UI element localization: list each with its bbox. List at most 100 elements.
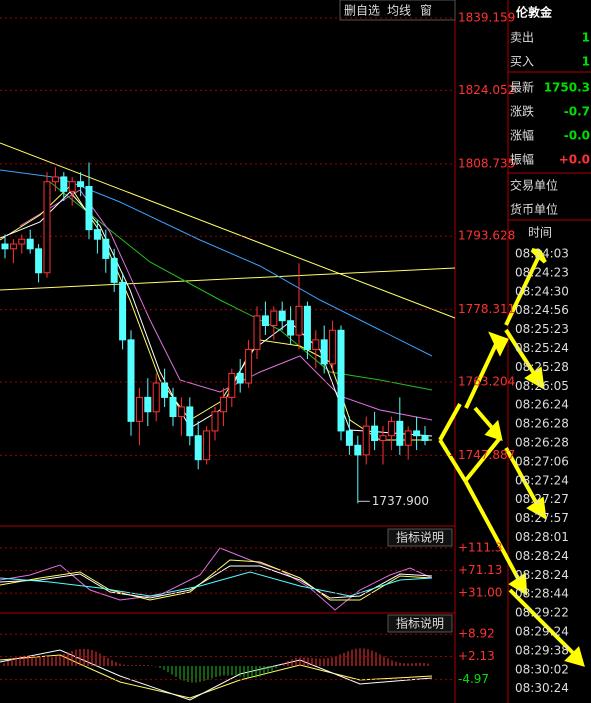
indicator-button-box bbox=[387, 528, 453, 547]
candle-body bbox=[186, 406, 194, 437]
candle-body bbox=[295, 305, 303, 336]
indicator-line bbox=[0, 565, 433, 599]
candle-body bbox=[68, 181, 76, 192]
toolbar bbox=[339, 0, 456, 21]
time-entry: 08:24:56 bbox=[515, 303, 569, 317]
toolbar-buttons: 删自选 均线窗 bbox=[344, 4, 432, 18]
time-entry: 08:27:24 bbox=[515, 473, 569, 487]
candle-body bbox=[85, 186, 93, 231]
y-tick-label: 1824.052 bbox=[458, 83, 515, 97]
y-tick-label: 1778.311 bbox=[458, 302, 515, 316]
candle-body bbox=[303, 305, 311, 350]
candle-body bbox=[35, 248, 43, 274]
candle-body bbox=[396, 420, 404, 446]
candle-body bbox=[152, 382, 160, 413]
time-entry: 08:27:27 bbox=[515, 492, 569, 506]
candle-body bbox=[219, 396, 227, 413]
quote-value: 1 bbox=[582, 55, 590, 69]
candle-body bbox=[379, 435, 387, 442]
candle-body bbox=[135, 396, 143, 422]
time-entry: 08:29:22 bbox=[515, 606, 569, 620]
quote-label: 卖出 bbox=[510, 31, 534, 45]
quote-value: +0.0 bbox=[559, 153, 590, 167]
time-entry: 08:28:44 bbox=[515, 587, 569, 601]
time-entry: 08:27:06 bbox=[515, 454, 569, 468]
moving-average bbox=[49, 181, 433, 391]
info-label: 交易单位 bbox=[510, 178, 558, 193]
time-entry: 08:25:28 bbox=[515, 360, 569, 374]
quote-label: 涨跌 bbox=[510, 104, 534, 119]
candle-body bbox=[404, 430, 412, 446]
candle-body bbox=[245, 348, 253, 384]
candle-body bbox=[421, 435, 429, 442]
time-entry: 08:26:28 bbox=[515, 417, 569, 431]
candle-body bbox=[60, 176, 68, 192]
toolbar-button[interactable]: 窗 bbox=[420, 4, 432, 18]
candle-body bbox=[77, 181, 85, 188]
quote-label: 买入 bbox=[510, 55, 534, 69]
y-tick-label: 1793.628 bbox=[458, 229, 515, 243]
candle-body bbox=[362, 425, 370, 456]
indicator-button[interactable]: 指标说明 bbox=[396, 530, 444, 545]
candle-body bbox=[312, 339, 320, 350]
low-annotation: 1737.900 bbox=[372, 494, 429, 508]
time-entry: 08:26:05 bbox=[515, 379, 569, 393]
candle-body bbox=[127, 339, 135, 422]
candle-body bbox=[119, 281, 127, 341]
annotation-arrows bbox=[438, 248, 585, 667]
candle-body bbox=[51, 176, 59, 183]
toolbar-button[interactable]: 删自选 bbox=[344, 4, 380, 18]
candle-body bbox=[387, 420, 395, 437]
indicator-line bbox=[0, 547, 433, 611]
time-entry: 08:24:23 bbox=[515, 265, 569, 279]
candle-body bbox=[144, 396, 152, 413]
candle-body bbox=[177, 406, 185, 418]
candle-body bbox=[253, 315, 261, 350]
candle-body bbox=[26, 238, 34, 250]
indicator-line bbox=[0, 559, 433, 601]
y-tick-label: 1763.204 bbox=[458, 375, 515, 389]
time-header: 时间 bbox=[528, 226, 552, 240]
indicator-line bbox=[0, 571, 433, 597]
candle-body bbox=[110, 257, 118, 283]
macd-line bbox=[0, 654, 433, 699]
time-entry: 08:27:57 bbox=[515, 511, 569, 525]
time-entry: 08:28:24 bbox=[515, 549, 569, 563]
y-tick-label: +111.3 bbox=[458, 540, 502, 554]
candle-body bbox=[287, 320, 295, 336]
y-tick-label: +2.13 bbox=[458, 649, 495, 663]
time-entry: 08:28:24 bbox=[515, 568, 569, 582]
y-tick-label: +71.13 bbox=[458, 563, 502, 577]
candle-body bbox=[102, 238, 110, 259]
candle-body bbox=[345, 430, 353, 446]
y-tick-label: 1839.159 bbox=[458, 11, 515, 25]
candle-body bbox=[18, 238, 26, 245]
y-tick-label: +31.00 bbox=[458, 586, 502, 600]
macd-bars bbox=[3, 648, 429, 683]
candle-body bbox=[9, 243, 17, 250]
toolbar-button[interactable]: 均线 bbox=[387, 4, 411, 18]
candle-body bbox=[329, 329, 337, 365]
quote-label: 最新 bbox=[510, 80, 534, 95]
quote-value: 1750.3 bbox=[544, 81, 590, 95]
quote-title: 伦敦金 bbox=[516, 5, 553, 20]
time-entry: 08:26:24 bbox=[515, 398, 569, 412]
time-entry: 08:29:24 bbox=[515, 625, 569, 639]
y-tick-label: +8.92 bbox=[458, 627, 495, 641]
candle-body bbox=[337, 329, 345, 432]
time-entry: 08:30:02 bbox=[515, 662, 569, 676]
candle-body bbox=[203, 430, 211, 461]
indicator-button[interactable]: 指标说明 bbox=[396, 616, 444, 631]
moving-average bbox=[19, 189, 433, 421]
candle-body bbox=[161, 382, 169, 398]
candle-body bbox=[236, 372, 244, 384]
time-entry: 08:30:24 bbox=[515, 681, 569, 695]
time-entry: 08:24:03 bbox=[515, 247, 569, 261]
candle-body bbox=[43, 181, 51, 274]
candle-body bbox=[413, 430, 421, 437]
candle-body bbox=[228, 372, 236, 398]
candle-body bbox=[320, 339, 328, 365]
time-entry: 08:25:23 bbox=[515, 322, 569, 336]
trend-line bbox=[0, 142, 456, 319]
